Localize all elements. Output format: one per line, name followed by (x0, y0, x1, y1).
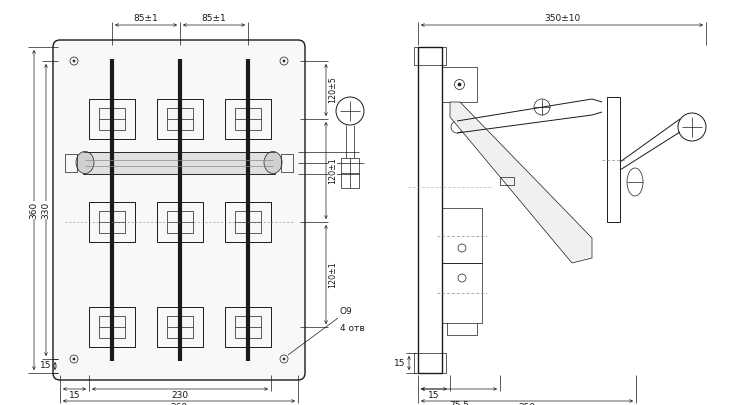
Bar (225, 202, 271, 242)
Bar (442, 208, 482, 263)
Bar (99, 108, 125, 130)
Bar (235, 108, 261, 130)
Bar (157, 99, 203, 139)
Bar (235, 316, 261, 338)
Bar (607, 97, 620, 222)
Bar (418, 47, 442, 373)
Text: 120±1: 120±1 (328, 261, 337, 288)
Bar (89, 99, 135, 139)
Text: Ο9: Ο9 (340, 307, 352, 316)
Text: 120±1: 120±1 (328, 157, 337, 184)
Bar (65, 153, 77, 171)
Text: 330: 330 (42, 201, 50, 219)
Text: 230: 230 (171, 391, 188, 400)
Bar (414, 353, 446, 373)
Text: 85±1: 85±1 (202, 14, 226, 23)
Text: 85±1: 85±1 (134, 14, 158, 23)
Bar (89, 202, 135, 242)
Bar (341, 158, 359, 188)
Bar (225, 99, 271, 139)
Bar (442, 263, 482, 323)
Text: 360: 360 (30, 201, 39, 219)
Ellipse shape (627, 168, 643, 196)
Text: 75,5: 75,5 (449, 401, 469, 405)
Text: 120±5: 120±5 (328, 77, 337, 103)
Text: 250: 250 (519, 403, 536, 405)
Bar (99, 211, 125, 233)
Bar (442, 67, 477, 102)
Bar (157, 202, 203, 242)
Text: 15: 15 (393, 358, 405, 367)
Text: 260: 260 (171, 403, 188, 405)
Circle shape (73, 358, 75, 360)
Text: 15: 15 (39, 362, 51, 371)
Bar (89, 307, 135, 347)
Circle shape (283, 60, 285, 62)
Circle shape (73, 60, 75, 62)
FancyBboxPatch shape (53, 40, 305, 380)
Bar (83, 151, 275, 173)
Text: 15: 15 (428, 391, 440, 400)
Circle shape (283, 358, 285, 360)
Bar (281, 153, 293, 171)
Bar (235, 211, 261, 233)
Bar (167, 316, 193, 338)
Ellipse shape (76, 151, 94, 173)
Text: 15: 15 (69, 391, 80, 400)
Bar (167, 108, 193, 130)
Circle shape (458, 83, 461, 86)
Bar (167, 211, 193, 233)
Polygon shape (450, 102, 592, 263)
Bar (414, 47, 446, 65)
Bar (99, 316, 125, 338)
Ellipse shape (264, 151, 282, 173)
Text: 4 отв: 4 отв (340, 324, 365, 333)
Bar (500, 177, 514, 185)
Text: 350±10: 350±10 (544, 14, 580, 23)
Bar (225, 307, 271, 347)
Bar (157, 307, 203, 347)
